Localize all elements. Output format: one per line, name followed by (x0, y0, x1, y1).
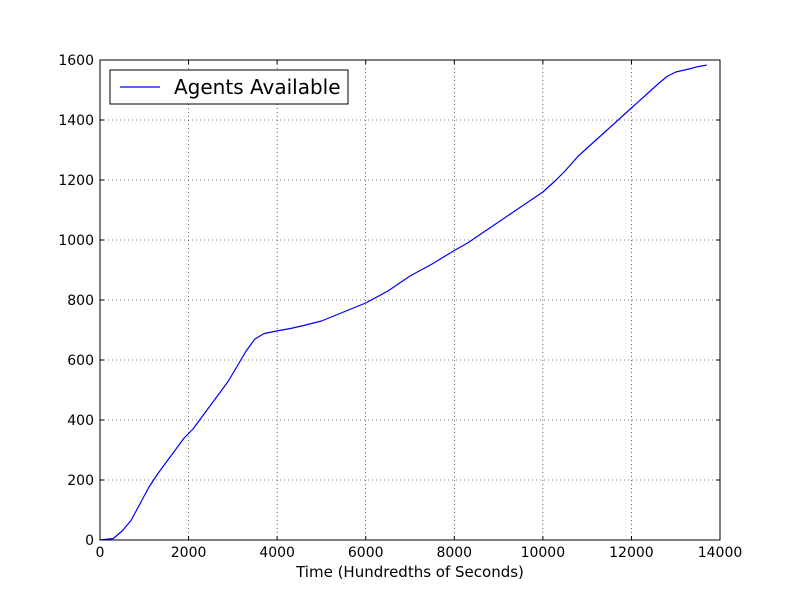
y-tick-label: 1200 (58, 173, 94, 189)
y-tick-label: 1600 (58, 53, 94, 69)
x-tick-label: 2000 (171, 545, 207, 561)
x-tick-label: 4000 (259, 545, 295, 561)
series-line-agents-available (99, 64, 707, 541)
x-tick-label: 10000 (521, 545, 566, 561)
x-tick-label: 12000 (609, 545, 654, 561)
y-tick-label: 1000 (58, 233, 94, 249)
x-tick-label: 0 (96, 545, 105, 561)
y-tick-label: 1400 (58, 113, 94, 129)
y-tick-label: 0 (85, 533, 94, 549)
grid-lines (100, 60, 720, 540)
y-tick-label: 800 (67, 293, 94, 309)
y-tick-label: 400 (67, 413, 94, 429)
legend-label-agents-available: Agents Available (174, 75, 341, 99)
x-tick-label: 14000 (698, 545, 743, 561)
y-tick-label: 600 (67, 353, 94, 369)
legend: Agents Available (109, 69, 349, 105)
series-layer (99, 64, 707, 541)
y-tick-labels: 0 200 400 600 800 1000 1200 1400 1600 (58, 53, 94, 549)
x-tick-label: 6000 (348, 545, 384, 561)
x-tick-label: 8000 (436, 545, 472, 561)
x-axis-label: Time (Hundredths of Seconds) (295, 563, 524, 581)
x-tick-labels: 0 2000 4000 6000 8000 10000 12000 14000 (96, 545, 743, 561)
tick-marks (99, 59, 721, 541)
y-tick-label: 200 (67, 473, 94, 489)
